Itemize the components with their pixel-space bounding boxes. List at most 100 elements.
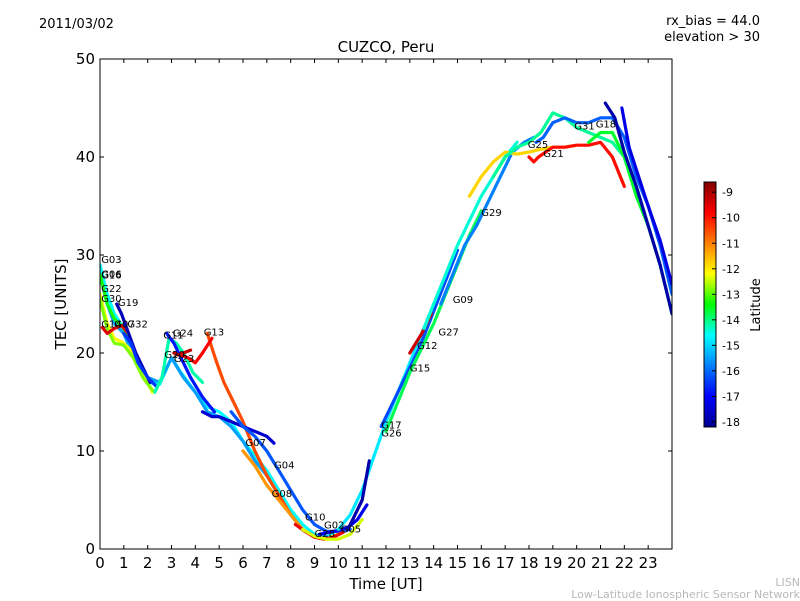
x-tick-label: 15 [448, 554, 467, 572]
y-axis-label: TEC [UNITS] [52, 259, 70, 351]
x-tick-label: 6 [238, 554, 248, 572]
x-tick-label: 17 [496, 554, 515, 572]
sat-label-g08: G08 [272, 489, 292, 500]
sat-label-g18: G18 [596, 120, 616, 131]
x-tick-label: 11 [353, 554, 372, 572]
series-g24 [165, 331, 216, 414]
sat-label-g28: G28 [315, 529, 335, 540]
x-tick-label: 0 [95, 554, 105, 572]
colorbar-tick-label: -11 [722, 237, 740, 250]
colorbar-tick-label: -15 [722, 339, 740, 352]
series-g28 [301, 517, 364, 541]
colorbar [703, 181, 717, 428]
sat-label-g21: G21 [543, 149, 563, 160]
chart-title: CUZCO, Peru [338, 38, 435, 56]
sat-label-g13: G13 [204, 327, 224, 338]
colorbar-tick-label: -16 [722, 365, 740, 378]
sat-label-g30: G30 [101, 294, 121, 305]
y-tick-label: 40 [76, 148, 95, 166]
date-label: 2011/03/02 [39, 17, 114, 32]
y-tick-label: 0 [85, 540, 95, 558]
sat-label-g07: G07 [245, 438, 265, 449]
series-g09 [439, 135, 536, 306]
x-tick-label: 21 [591, 554, 610, 572]
y-tick-label: 10 [76, 442, 95, 460]
colorbar-tick-label: -10 [722, 212, 740, 225]
sat-label-g22: G22 [101, 284, 121, 295]
sat-label-g15: G15 [410, 364, 430, 375]
x-tick-label: 20 [567, 554, 586, 572]
colorbar-tick-label: -18 [722, 416, 740, 429]
sat-label-g03: G03 [101, 255, 121, 266]
sat-label-g12: G12 [417, 341, 437, 352]
sat-label-g02: G02 [324, 520, 344, 531]
x-tick-label: 14 [424, 554, 443, 572]
sat-label-g17: G17 [381, 421, 401, 432]
colorbar-tick-label: -17 [722, 390, 740, 403]
x-tick-label: 4 [191, 554, 201, 572]
x-tick-label: 12 [376, 554, 395, 572]
sat-label-g25: G25 [528, 140, 548, 151]
series-g37 [620, 106, 672, 286]
x-tick-label: 5 [214, 554, 224, 572]
series-g32 [122, 331, 159, 389]
y-tick-label: 50 [76, 50, 95, 68]
x-tick-label: 18 [519, 554, 538, 572]
colorbar-tick-label: -12 [722, 263, 740, 276]
sat-label-g14: G14 [101, 320, 121, 331]
x-tick-label: 19 [543, 554, 562, 572]
series-g11 [153, 336, 205, 394]
rx-bias-label: rx_bias = 44.0 [666, 14, 760, 29]
sat-label-g20: G20 [164, 350, 184, 361]
series-g05 [336, 302, 436, 532]
x-tick-label: 16 [472, 554, 491, 572]
series-g23 [179, 336, 214, 365]
x-tick-label: 9 [310, 554, 320, 572]
y-tick-label: 30 [76, 246, 95, 264]
series-g21 [527, 140, 626, 188]
sat-label-g23: G23 [174, 354, 194, 365]
network-abbr: LISN [775, 576, 800, 589]
series-g26 [379, 248, 460, 429]
series-g07 [200, 410, 276, 445]
colorbar-label: Latitude [749, 278, 764, 332]
sat-label-g16: G16 [101, 271, 121, 282]
sat-label-g10: G10 [305, 513, 325, 524]
sat-label-g27: G27 [438, 327, 458, 338]
network-name: Low-Latitude Ionospheric Sensor Network [571, 588, 800, 601]
sat-label-g04: G04 [274, 461, 294, 472]
x-tick-label: 22 [615, 554, 634, 572]
x-tick-label: 13 [400, 554, 419, 572]
x-tick-label: 23 [639, 554, 658, 572]
x-tick-label: 1 [119, 554, 129, 572]
sat-label-g09: G09 [453, 295, 473, 306]
sat-label-g26: G26 [381, 428, 401, 439]
colorbar-tick-label: -9 [722, 186, 733, 199]
x-axis-label: Time [UT] [348, 575, 422, 593]
x-tick-label: 8 [286, 554, 296, 572]
x-tick-label: 7 [262, 554, 272, 572]
sat-label-g32: G32 [127, 320, 147, 331]
elevation-label: elevation > 30 [664, 30, 760, 45]
series-layer [100, 101, 672, 541]
colorbar-ticks: -9 -10 -11 -12 -13 -14 -15 -16 -17 -18 [712, 186, 740, 429]
sat-label-g19: G19 [118, 298, 138, 309]
y-tick-label: 20 [76, 344, 95, 362]
x-tick-label: 10 [329, 554, 348, 572]
x-tick-label: 2 [143, 554, 153, 572]
series-g16 [100, 273, 135, 350]
sat-label-g24: G24 [173, 328, 193, 339]
series-g06 [100, 273, 328, 538]
sat-label-g29: G29 [481, 208, 501, 219]
series-g17 [346, 459, 371, 532]
x-tick-label: 3 [167, 554, 177, 572]
x-axis-ticks: 0 1 2 3 4 5 6 7 8 9 10 11 12 13 14 15 16 17 18 19 20 21 22 23 [95, 59, 658, 572]
series-g14 [100, 324, 131, 335]
colorbar-tick-label: -13 [722, 288, 740, 301]
sat-label-g11: G11 [163, 330, 183, 341]
y-axis-ticks: 0 10 20 30 40 50 [76, 50, 672, 558]
sat-label-g31: G31 [574, 122, 594, 133]
series-g25 [491, 111, 626, 179]
